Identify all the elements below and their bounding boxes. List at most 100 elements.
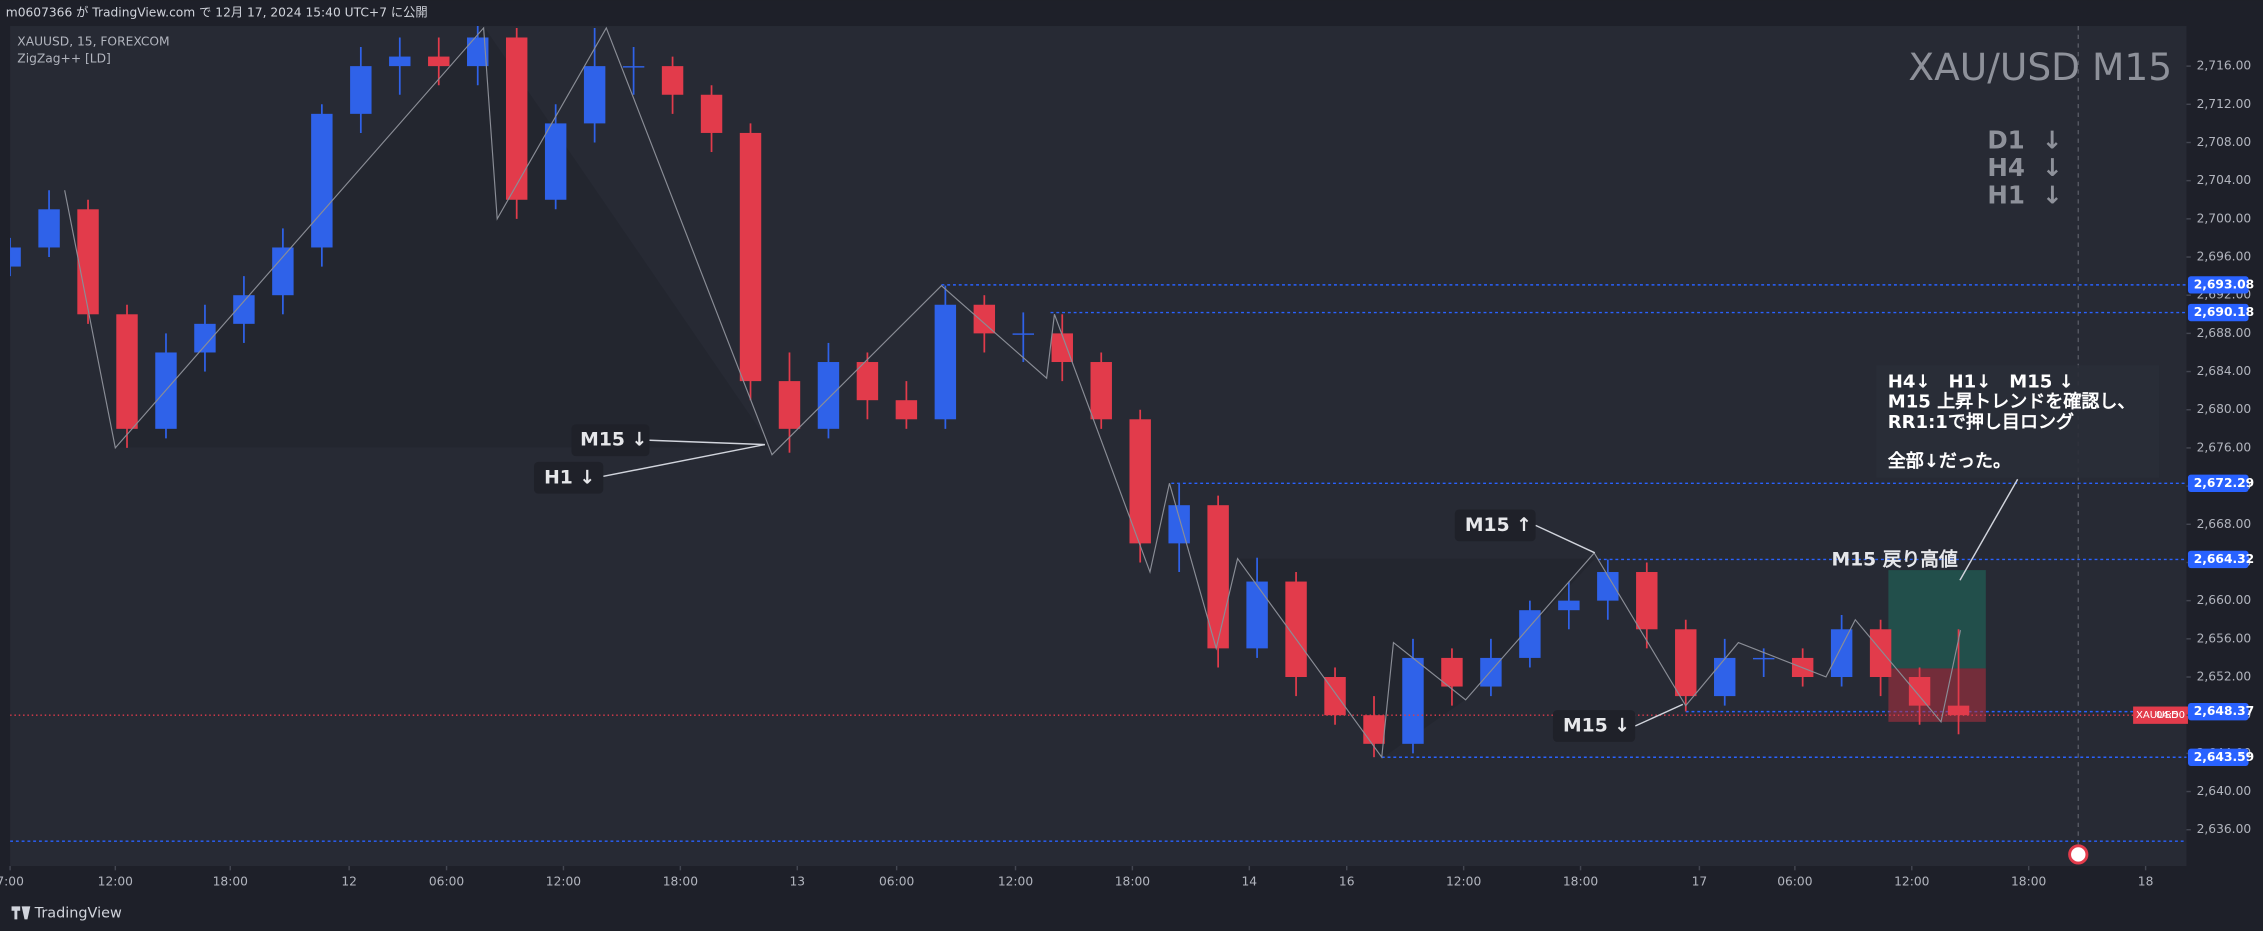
candle-body — [1714, 657, 1736, 697]
x-tick-label: 18:00 — [213, 874, 248, 888]
x-tick-label: 14 — [1242, 874, 1258, 888]
label-box — [1552, 710, 1636, 742]
candle-body — [1402, 657, 1424, 744]
candle-body — [311, 113, 333, 248]
level-label: 2,693.08 — [2194, 277, 2254, 291]
y-tick-label: 2,660.00 — [2197, 593, 2252, 607]
x-tick-label: 17 — [1692, 874, 1708, 888]
y-tick-label: 2,704.00 — [2197, 173, 2252, 187]
y-tick-label: 2,676.00 — [2197, 440, 2252, 454]
annotation: M15 ↓ — [580, 430, 647, 451]
x-tick-label: 06:00 — [879, 874, 914, 888]
note-line: M15 上昇トレンドを確認し、 — [1888, 391, 2136, 413]
pointer — [1959, 478, 2019, 581]
note-line: H4↓ H1↓ M15 ↓ — [1888, 372, 2074, 393]
annotation: M15 戻り高値 — [1831, 548, 1958, 571]
label-box — [571, 424, 650, 457]
y-tick-label: 2,688.00 — [2197, 326, 2252, 340]
candle-body — [467, 37, 489, 67]
label-box — [533, 461, 604, 494]
y-tick-label: 2,708.00 — [2197, 135, 2252, 149]
candle-body — [1051, 333, 1073, 363]
price-tag-box — [2133, 706, 2188, 724]
candle-body — [583, 66, 606, 124]
trend-line: D1 ↓ — [1987, 125, 2062, 154]
candle-body — [1324, 677, 1346, 716]
candle-body — [389, 56, 411, 67]
brand[interactable]: TradingView — [34, 906, 122, 922]
candle-body — [895, 400, 918, 420]
x-tick-label: 7:00 — [0, 874, 24, 888]
note-line: 全部↓だった。 — [1888, 450, 2011, 472]
level-label: 2,672.29 — [2194, 476, 2254, 490]
candle-body — [1558, 600, 1580, 611]
candle-body — [350, 66, 372, 114]
y-tick-label: 2,636.00 — [2197, 822, 2252, 836]
candle-body — [116, 314, 138, 429]
note-line: RR1:1で押し目ロング — [1888, 411, 2074, 433]
candle-body — [1636, 572, 1658, 630]
x-tick-label: 12:00 — [546, 874, 581, 888]
candle-body — [973, 304, 996, 334]
y-tick-label: 2,668.00 — [2197, 517, 2252, 531]
y-tick-label: 2,716.00 — [2197, 59, 2252, 73]
level-label: 2,643.59 — [2194, 750, 2254, 764]
candle-body — [233, 295, 255, 324]
candle-body — [739, 132, 762, 382]
level-label: 2,690.18 — [2194, 305, 2254, 319]
pointer — [1634, 703, 1684, 727]
candle-body — [1129, 419, 1151, 544]
y-tick-label: 2,652.00 — [2197, 670, 2252, 684]
candle-body — [10, 247, 21, 267]
y-tick-label: 2,696.00 — [2197, 250, 2252, 264]
x-tick-label: 18 — [2138, 874, 2154, 888]
x-tick-label: 12:00 — [998, 874, 1033, 888]
annotation: M15 ↓ — [1563, 716, 1630, 737]
x-tick-label: 13 — [789, 874, 805, 888]
candle-body — [1207, 505, 1229, 649]
candle-body — [1246, 581, 1268, 649]
zigzag-line — [64, 26, 1962, 759]
label-box — [1454, 509, 1536, 542]
x-tick-label: 18:00 — [1563, 874, 1598, 888]
candle-body — [1830, 629, 1853, 678]
y-tick-label: 2,640.00 — [2197, 784, 2252, 798]
candle-body — [194, 323, 216, 353]
candle-body — [1908, 677, 1931, 706]
publish-info: m0607366 が TradingView.com で 12月 17, 202… — [6, 5, 428, 20]
trend-line: H1 ↓ — [1987, 180, 2062, 209]
candle-body — [1869, 629, 1892, 678]
position-stop — [1888, 668, 1986, 722]
candle-body — [622, 66, 645, 68]
x-tick-label: 12:00 — [1446, 874, 1481, 888]
candle-body — [428, 56, 450, 67]
event-icon[interactable] — [2068, 844, 2089, 865]
candle-body — [1012, 333, 1035, 335]
candle-body — [77, 209, 99, 315]
level-label-box — [2187, 702, 2249, 721]
x-tick-label: 18:00 — [663, 874, 698, 888]
candle-body — [856, 362, 879, 401]
candle-body — [1441, 657, 1463, 687]
level-label-box — [2187, 276, 2249, 294]
pointer — [603, 443, 766, 478]
candle-body — [778, 381, 801, 429]
y-tick-label: 2,712.00 — [2197, 97, 2252, 111]
position-target — [1888, 570, 1986, 669]
x-tick-label: 06:00 — [1777, 874, 1812, 888]
candle-body — [1285, 581, 1307, 678]
candle-body — [1752, 657, 1775, 660]
trend-line: H4 ↓ — [1987, 153, 2062, 182]
candle-body — [505, 37, 528, 200]
chart-title: XAU/USD M15 — [1908, 45, 2172, 89]
zigzag-fill — [115, 26, 773, 448]
candle-body — [817, 362, 840, 429]
level-label-box — [2187, 550, 2249, 569]
pointer — [1535, 524, 1596, 554]
x-tick-label: 12 — [341, 874, 357, 888]
x-tick-label: 18:00 — [2011, 874, 2046, 888]
candle-body — [1519, 610, 1541, 658]
